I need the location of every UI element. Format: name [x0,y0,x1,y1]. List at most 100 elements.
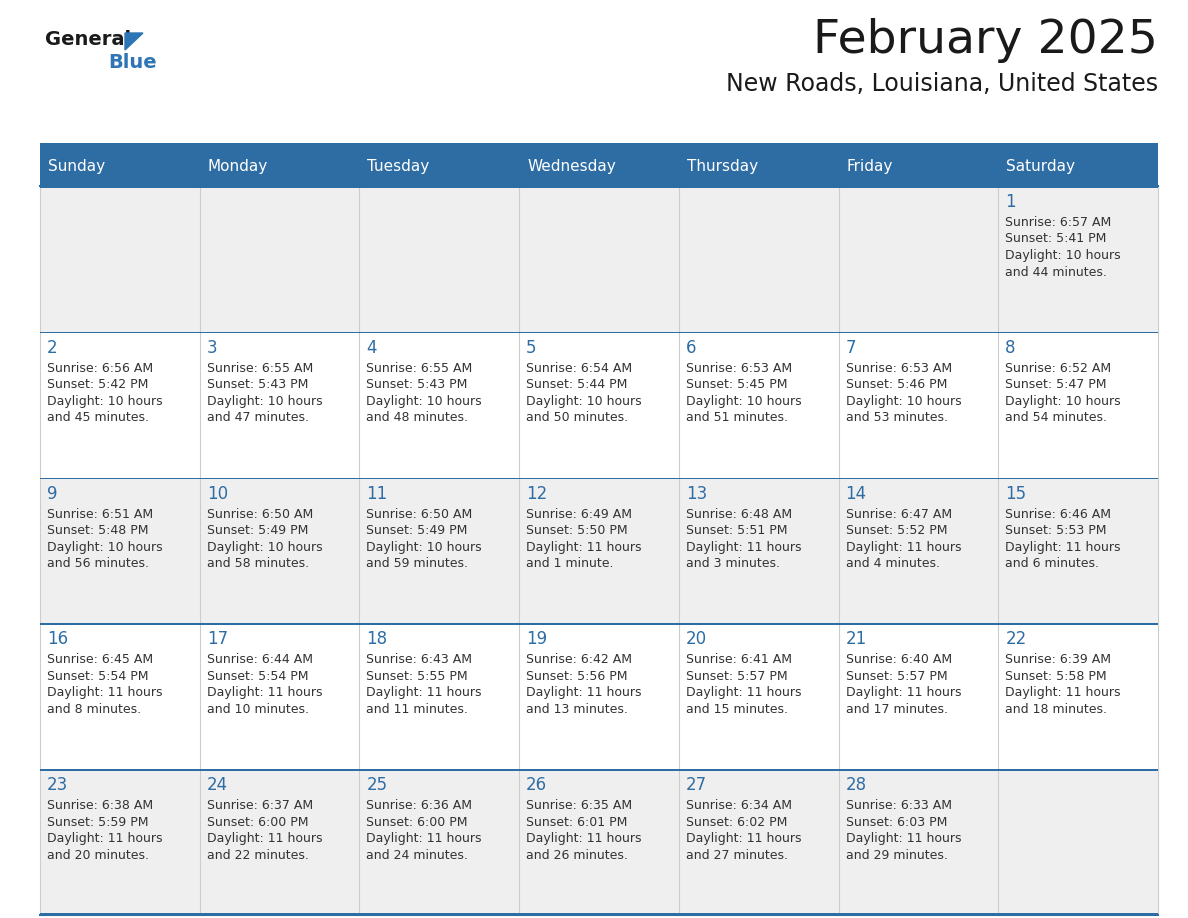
Bar [678,148,839,186]
Text: Sunset: 5:54 PM: Sunset: 5:54 PM [48,670,148,683]
Text: 9: 9 [48,485,57,502]
Text: 8: 8 [1005,339,1016,357]
Bar [40,477,1158,479]
Bar [678,623,839,769]
Text: and 50 minutes.: and 50 minutes. [526,411,628,424]
Bar [200,477,360,623]
Text: Sunset: 5:47 PM: Sunset: 5:47 PM [1005,378,1107,391]
Text: 15: 15 [1005,485,1026,502]
Text: Daylight: 10 hours: Daylight: 10 hours [48,541,163,554]
Text: Sunset: 5:58 PM: Sunset: 5:58 PM [1005,670,1107,683]
Text: 23: 23 [48,777,68,794]
Text: Sunrise: 6:56 AM: Sunrise: 6:56 AM [48,362,153,375]
Bar [998,477,1158,623]
Bar [678,477,839,623]
Text: Blue: Blue [108,53,157,72]
Text: Sunrise: 6:39 AM: Sunrise: 6:39 AM [1005,654,1111,666]
Bar [839,623,998,769]
Text: Sunrise: 6:57 AM: Sunrise: 6:57 AM [1005,216,1112,229]
Bar [839,331,998,477]
Text: 12: 12 [526,485,548,502]
Bar [998,331,1158,477]
Text: Sunset: 5:48 PM: Sunset: 5:48 PM [48,524,148,537]
Text: and 20 minutes.: and 20 minutes. [48,849,148,862]
Bar [40,186,1158,187]
Text: Sunrise: 6:55 AM: Sunrise: 6:55 AM [207,362,312,375]
Text: Daylight: 11 hours: Daylight: 11 hours [48,687,163,700]
Bar [360,331,519,477]
Text: Daylight: 11 hours: Daylight: 11 hours [207,687,322,700]
Text: and 24 minutes.: and 24 minutes. [366,849,468,862]
Text: Daylight: 11 hours: Daylight: 11 hours [366,687,482,700]
Text: Daylight: 10 hours: Daylight: 10 hours [526,395,642,408]
Text: Daylight: 11 hours: Daylight: 11 hours [685,687,802,700]
Text: New Roads, Louisiana, United States: New Roads, Louisiana, United States [726,72,1158,96]
Text: Daylight: 11 hours: Daylight: 11 hours [526,541,642,554]
Text: 18: 18 [366,631,387,648]
Bar [998,769,1158,915]
Text: and 1 minute.: and 1 minute. [526,557,614,570]
Bar [839,186,998,331]
Text: Sunset: 5:49 PM: Sunset: 5:49 PM [207,524,308,537]
Text: Daylight: 11 hours: Daylight: 11 hours [846,541,961,554]
Bar [40,769,200,915]
Bar [519,186,678,331]
Text: Sunset: 6:01 PM: Sunset: 6:01 PM [526,816,627,829]
Text: Monday: Monday [208,160,268,174]
Text: 27: 27 [685,777,707,794]
Text: Daylight: 10 hours: Daylight: 10 hours [366,541,482,554]
Text: Sunset: 5:41 PM: Sunset: 5:41 PM [1005,232,1107,245]
Text: Sunrise: 6:45 AM: Sunrise: 6:45 AM [48,654,153,666]
Bar [40,769,1158,771]
Text: Sunset: 5:44 PM: Sunset: 5:44 PM [526,378,627,391]
Text: and 53 minutes.: and 53 minutes. [846,411,948,424]
Text: 7: 7 [846,339,857,357]
Bar [200,331,360,477]
Text: and 45 minutes.: and 45 minutes. [48,411,148,424]
Bar [360,186,519,331]
Text: Saturday: Saturday [1006,160,1075,174]
Text: Sunrise: 6:55 AM: Sunrise: 6:55 AM [366,362,473,375]
Text: February 2025: February 2025 [813,18,1158,63]
Text: Friday: Friday [847,160,893,174]
Text: Daylight: 11 hours: Daylight: 11 hours [526,833,642,845]
Text: and 8 minutes.: and 8 minutes. [48,703,141,716]
Text: Sunrise: 6:54 AM: Sunrise: 6:54 AM [526,362,632,375]
Bar [200,623,360,769]
Bar [200,769,360,915]
Text: Daylight: 11 hours: Daylight: 11 hours [207,833,322,845]
Bar [519,623,678,769]
Bar [678,331,839,477]
Text: and 59 minutes.: and 59 minutes. [366,557,468,570]
Text: Sunrise: 6:53 AM: Sunrise: 6:53 AM [685,362,792,375]
Text: 2: 2 [48,339,58,357]
Text: Daylight: 11 hours: Daylight: 11 hours [846,687,961,700]
Text: Sunrise: 6:44 AM: Sunrise: 6:44 AM [207,654,312,666]
Text: Sunrise: 6:49 AM: Sunrise: 6:49 AM [526,508,632,521]
Text: Daylight: 11 hours: Daylight: 11 hours [1005,541,1120,554]
Text: Sunset: 5:57 PM: Sunset: 5:57 PM [685,670,788,683]
Text: Wednesday: Wednesday [527,160,615,174]
Text: and 44 minutes.: and 44 minutes. [1005,265,1107,278]
Text: Daylight: 10 hours: Daylight: 10 hours [366,395,482,408]
Text: Sunday: Sunday [48,160,105,174]
Text: Sunset: 5:46 PM: Sunset: 5:46 PM [846,378,947,391]
Bar [40,143,1158,148]
Polygon shape [125,33,143,50]
Text: 28: 28 [846,777,867,794]
Text: and 58 minutes.: and 58 minutes. [207,557,309,570]
Text: Daylight: 10 hours: Daylight: 10 hours [846,395,961,408]
Text: 14: 14 [846,485,867,502]
Bar [839,148,998,186]
Bar [839,769,998,915]
Text: Sunrise: 6:43 AM: Sunrise: 6:43 AM [366,654,473,666]
Text: Sunset: 5:43 PM: Sunset: 5:43 PM [207,378,308,391]
Text: Sunrise: 6:33 AM: Sunrise: 6:33 AM [846,800,952,812]
Bar [40,331,1158,333]
Text: and 54 minutes.: and 54 minutes. [1005,411,1107,424]
Text: and 15 minutes.: and 15 minutes. [685,703,788,716]
Bar [360,623,519,769]
Bar [998,623,1158,769]
Text: Sunrise: 6:53 AM: Sunrise: 6:53 AM [846,362,952,375]
Text: 22: 22 [1005,631,1026,648]
